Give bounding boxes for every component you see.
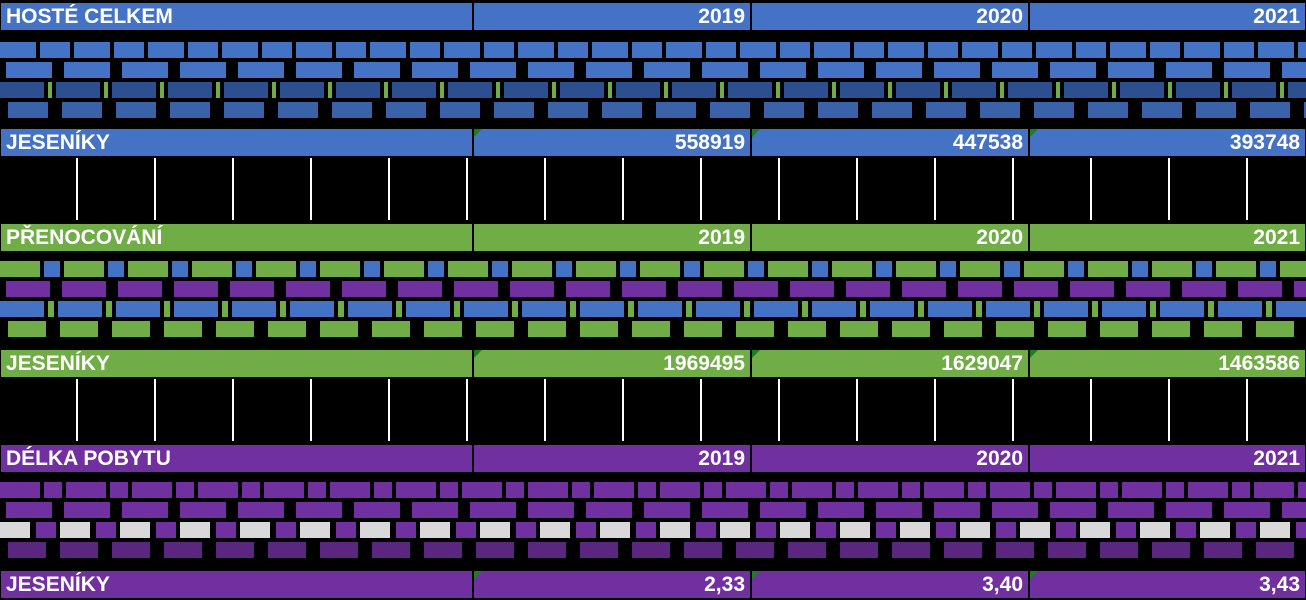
cell-comment-marker bbox=[752, 350, 760, 358]
rendering-artifact-grid bbox=[0, 158, 1306, 220]
header-row-hoste-celkem: HOSTÉ CELKEM 2019 2020 2021 bbox=[0, 2, 1306, 32]
value-text: 1629047 bbox=[941, 352, 1023, 375]
value-cell-2020: 3,40 bbox=[751, 570, 1029, 599]
year-header-2020: 2020 bbox=[751, 444, 1029, 473]
year-header-2021: 2021 bbox=[1029, 223, 1306, 252]
value-cell-2020: 447538 bbox=[751, 128, 1029, 157]
year-header-2019: 2019 bbox=[473, 444, 751, 473]
value-cell-2021: 1463586 bbox=[1029, 349, 1306, 378]
value-cell-2019: 1969495 bbox=[473, 349, 751, 378]
year-header-2021: 2021 bbox=[1029, 444, 1306, 473]
data-row-jeseniky-hoste: JESENÍKY 558919 447538 393748 bbox=[0, 128, 1306, 158]
cell-comment-marker bbox=[474, 350, 482, 358]
row-label-jeseniky: JESENÍKY bbox=[0, 349, 473, 378]
cell-comment-marker bbox=[1030, 129, 1038, 137]
rendering-artifact-band bbox=[0, 476, 1306, 568]
cell-comment-marker bbox=[1030, 571, 1038, 579]
value-text: 447538 bbox=[952, 131, 1023, 154]
cell-comment-marker bbox=[1030, 350, 1038, 358]
value-cell-2020: 1629047 bbox=[751, 349, 1029, 378]
value-text: 558919 bbox=[674, 131, 745, 154]
value-text: 1463586 bbox=[1218, 352, 1300, 375]
row-label-jeseniky: JESENÍKY bbox=[0, 570, 473, 599]
value-text: 3,40 bbox=[982, 573, 1023, 596]
cell-comment-marker bbox=[752, 571, 760, 579]
rendering-artifact-band bbox=[0, 255, 1306, 347]
value-text: 1969495 bbox=[663, 352, 745, 375]
year-header-2020: 2020 bbox=[751, 223, 1029, 252]
cell-comment-marker bbox=[474, 571, 482, 579]
section-title-hoste-celkem: HOSTÉ CELKEM bbox=[0, 2, 473, 31]
section-title-delka-pobytu: DÉLKA POBYTU bbox=[0, 444, 473, 473]
value-text: 393748 bbox=[1229, 131, 1300, 154]
year-header-2019: 2019 bbox=[473, 2, 751, 31]
rendering-artifact-band bbox=[0, 36, 1306, 126]
section-title-prenocovani: PŘENOCOVÁNÍ bbox=[0, 223, 473, 252]
year-header-2021: 2021 bbox=[1029, 2, 1306, 31]
value-text: 2,33 bbox=[704, 573, 745, 596]
cell-comment-marker bbox=[474, 129, 482, 137]
value-cell-2021: 393748 bbox=[1029, 128, 1306, 157]
value-cell-2019: 2,33 bbox=[473, 570, 751, 599]
value-cell-2021: 3,43 bbox=[1029, 570, 1306, 599]
header-row-delka-pobytu: DÉLKA POBYTU 2019 2020 2021 bbox=[0, 444, 1306, 474]
rendering-artifact-grid bbox=[0, 379, 1306, 441]
value-text: 3,43 bbox=[1259, 573, 1300, 596]
header-row-prenocovani: PŘENOCOVÁNÍ 2019 2020 2021 bbox=[0, 223, 1306, 253]
value-cell-2019: 558919 bbox=[473, 128, 751, 157]
year-header-2019: 2019 bbox=[473, 223, 751, 252]
year-header-2020: 2020 bbox=[751, 2, 1029, 31]
row-label-jeseniky: JESENÍKY bbox=[0, 128, 473, 157]
cell-comment-marker bbox=[752, 129, 760, 137]
data-row-jeseniky-prenocovani: JESENÍKY 1969495 1629047 1463586 bbox=[0, 349, 1306, 379]
data-row-jeseniky-delka: JESENÍKY 2,33 3,40 3,43 bbox=[0, 570, 1306, 600]
